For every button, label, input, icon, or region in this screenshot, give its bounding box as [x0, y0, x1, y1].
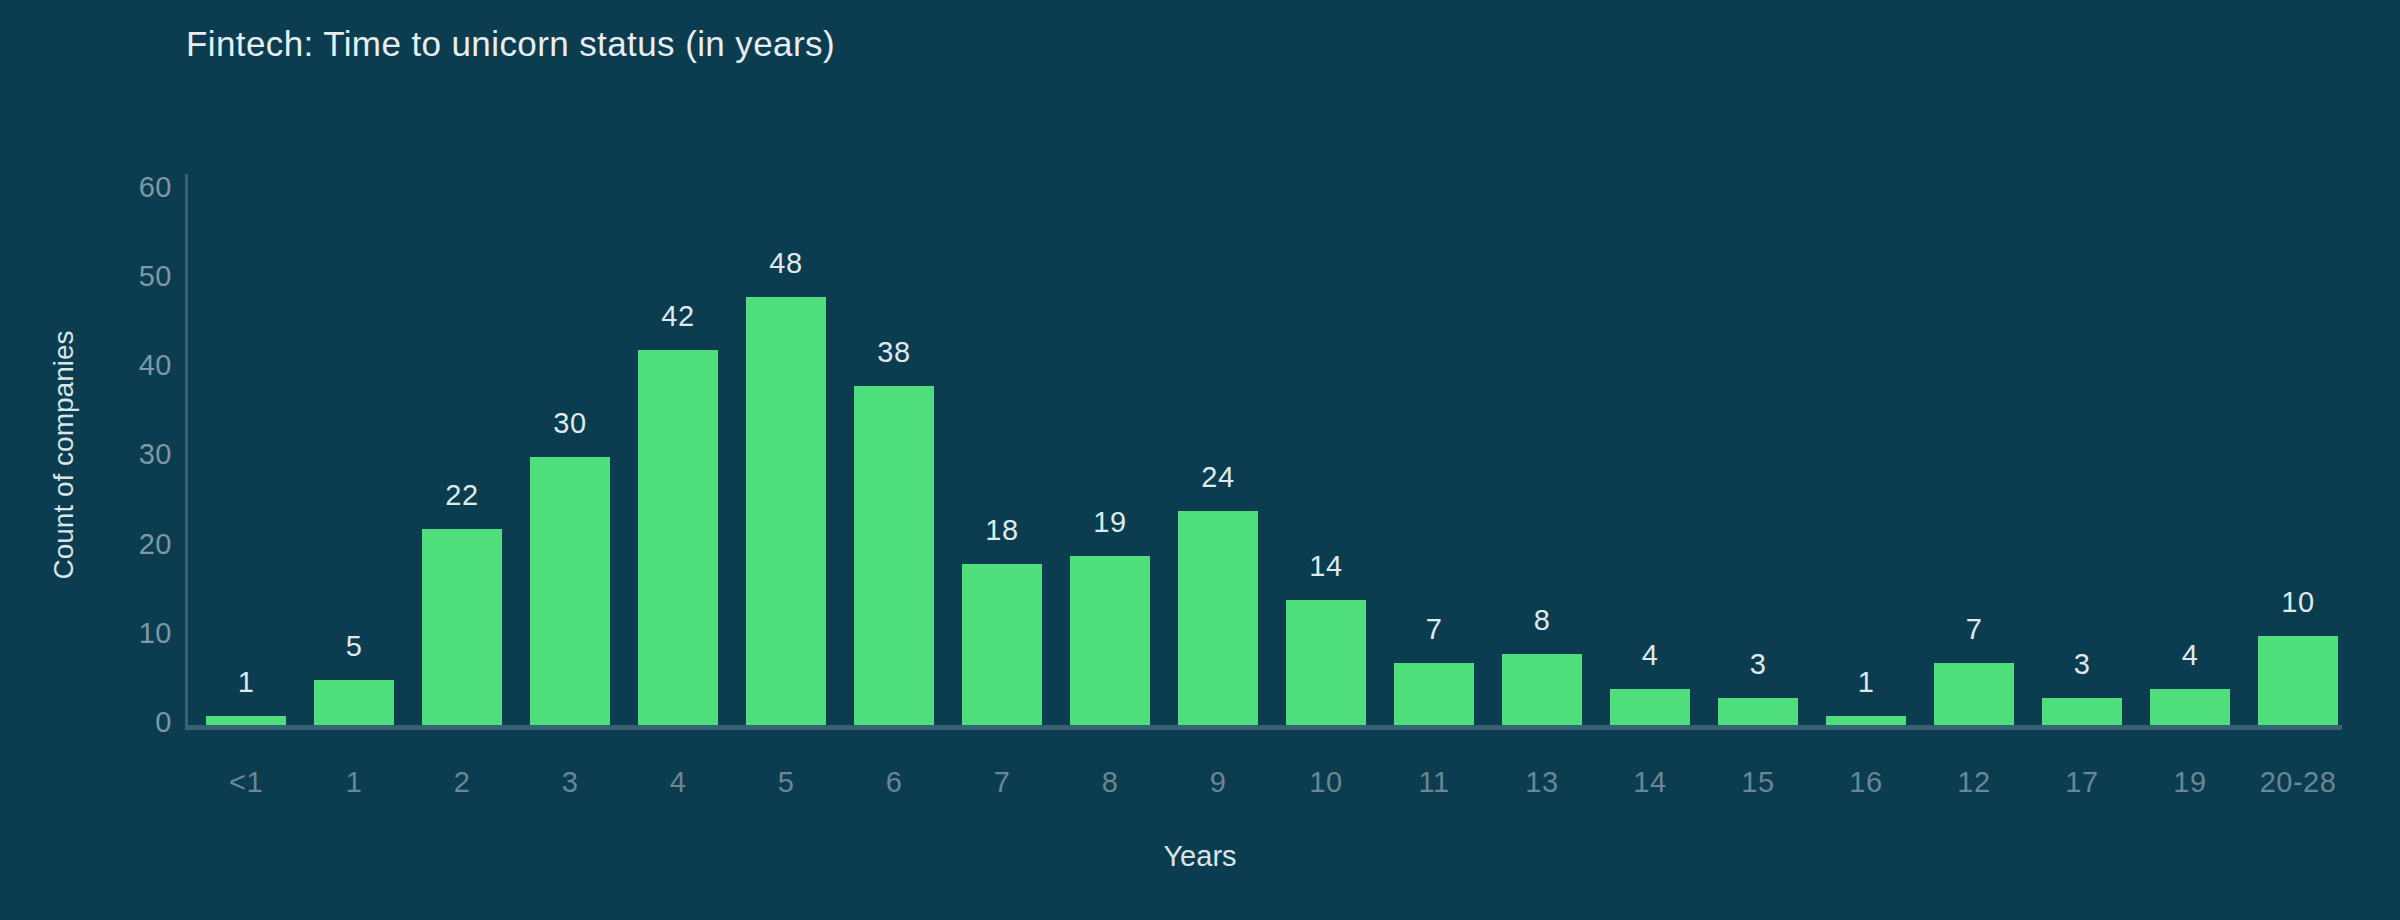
- bar: [206, 716, 286, 725]
- x-axis-line: [185, 725, 2342, 730]
- bar: [1718, 698, 1798, 725]
- bar-value-label: 24: [1138, 459, 1298, 495]
- bar: [638, 350, 718, 725]
- bar: [530, 457, 610, 725]
- bar-value-label: 42: [598, 298, 758, 334]
- bar-value-label: 19: [1030, 504, 1190, 540]
- bar: [1178, 511, 1258, 725]
- y-axis-line: [185, 174, 188, 725]
- bar-value-label: 22: [382, 477, 542, 513]
- y-tick-label: 60: [0, 169, 172, 205]
- bar: [2150, 689, 2230, 725]
- y-tick-label: 40: [0, 347, 172, 383]
- x-axis-title: Years: [1000, 838, 1400, 874]
- chart-canvas: Fintech: Time to unicorn status (in year…: [0, 0, 2400, 920]
- bar-value-label: 4: [2110, 637, 2270, 673]
- bar-value-label: 14: [1246, 548, 1406, 584]
- bar: [1610, 689, 1690, 725]
- bar: [2258, 636, 2338, 725]
- y-tick-label: 50: [0, 258, 172, 294]
- bar: [1070, 556, 1150, 725]
- bar: [854, 386, 934, 725]
- y-tick-label: 10: [0, 615, 172, 651]
- bar: [314, 680, 394, 725]
- bar-value-label: 38: [814, 334, 974, 370]
- bar: [1394, 663, 1474, 725]
- bar-value-label: 10: [2218, 584, 2378, 620]
- bar: [422, 529, 502, 725]
- bar: [962, 564, 1042, 725]
- bar-value-label: 30: [490, 405, 650, 441]
- x-tick-label: 20-28: [2218, 764, 2378, 800]
- bar-value-label: 48: [706, 245, 866, 281]
- bar-value-label: 7: [1894, 611, 2054, 647]
- chart-title: Fintech: Time to unicorn status (in year…: [186, 24, 835, 64]
- bar-value-label: 1: [166, 664, 326, 700]
- y-tick-label: 30: [0, 436, 172, 472]
- y-tick-label: 20: [0, 526, 172, 562]
- y-tick-label: 0: [0, 704, 172, 740]
- bar-value-label: 1: [1786, 664, 1946, 700]
- bar-value-label: 5: [274, 628, 434, 664]
- bar: [1826, 716, 1906, 725]
- bar-value-label: 8: [1462, 602, 1622, 638]
- bar: [2042, 698, 2122, 725]
